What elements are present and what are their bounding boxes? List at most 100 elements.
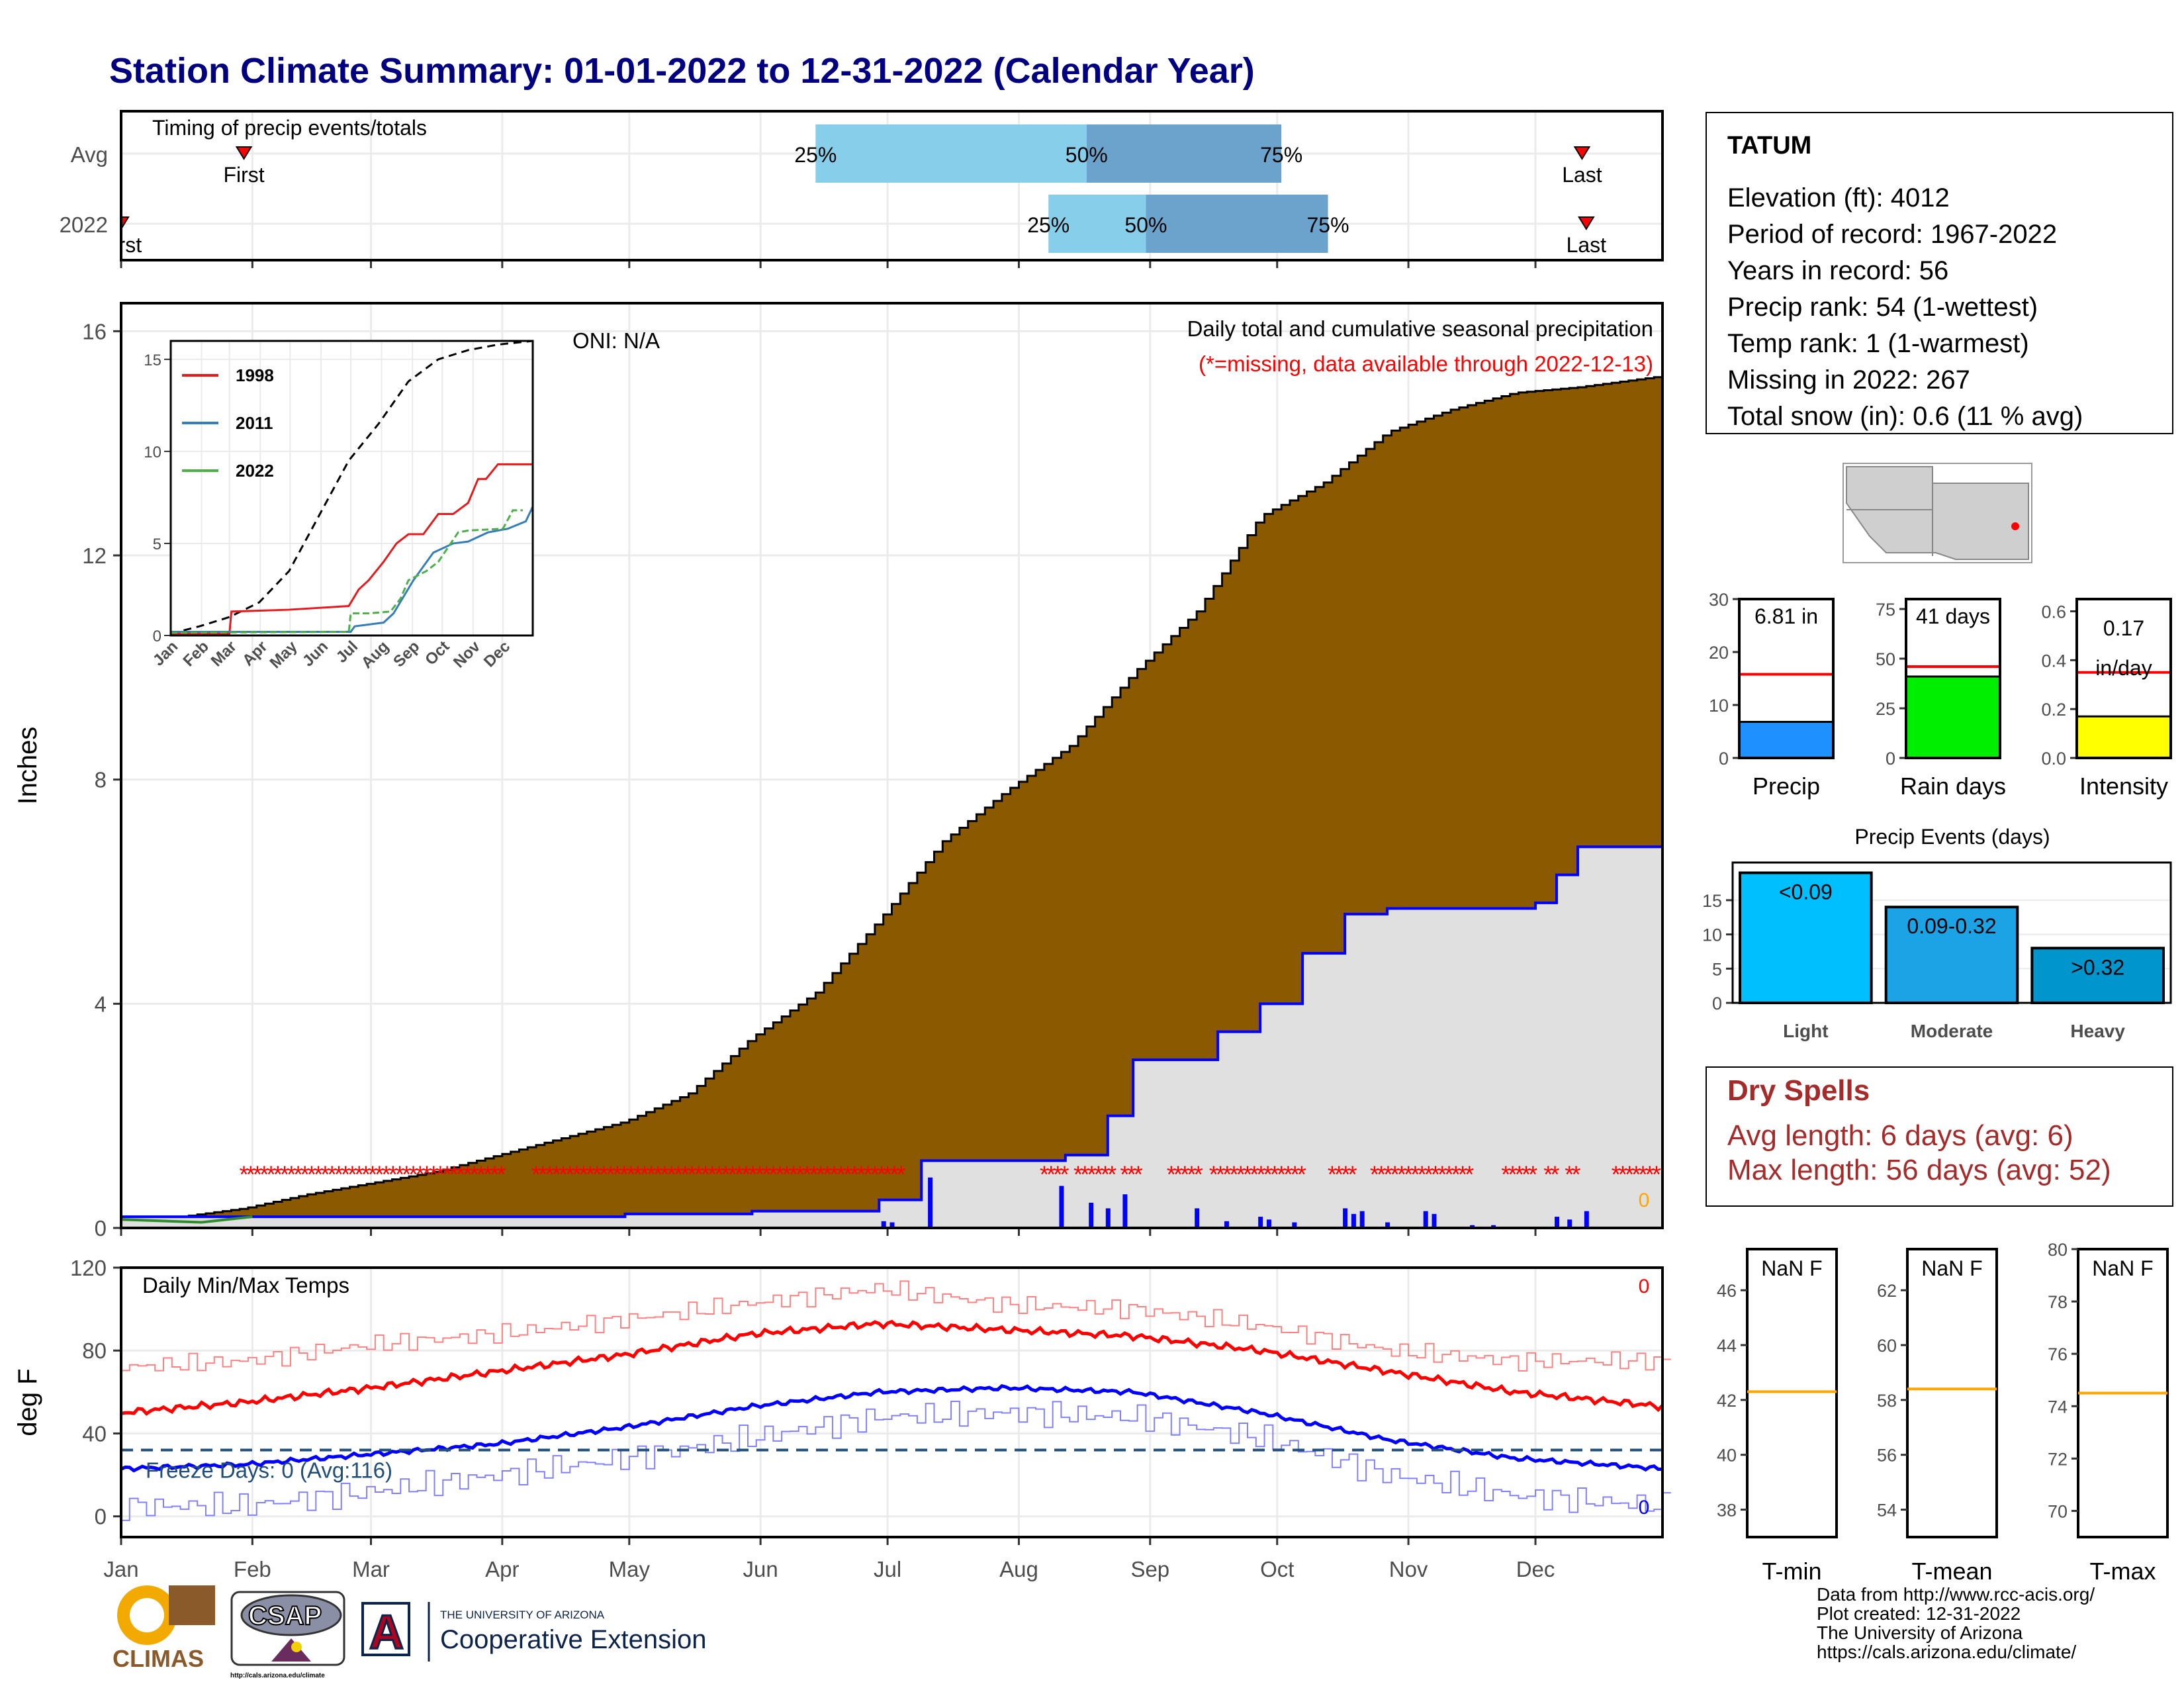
temp-box-category-label: T-min (1762, 1558, 1822, 1585)
daily-precip-bar (1266, 1219, 1271, 1228)
precip-panel-subtitle: (*=missing, data available through 2022-… (1199, 352, 1653, 376)
missing-day-marker: * (1571, 1160, 1580, 1188)
ua-a-icon: A (369, 1606, 404, 1659)
missing-day-marker: * (1465, 1160, 1474, 1188)
missing-day-marker: * (1625, 1160, 1634, 1188)
daily-precip-bar (1195, 1208, 1200, 1228)
missing-day-marker: * (1458, 1160, 1467, 1188)
mini-bar-tick-label: 0.0 (2041, 749, 2066, 769)
month-x-tick-label: Nov (1389, 1557, 1428, 1581)
precip-events-chart: Precip Events (days) 0 5 10 15 <0.09 Light 0.09… (1702, 825, 2172, 1041)
missing-day-marker: * (361, 1160, 371, 1188)
precip-y-tick-label: 16 (82, 319, 107, 344)
last-marker-icon (1573, 146, 1591, 160)
footer-line-3: The University of Arizona (1817, 1622, 2023, 1643)
temp-box-tick-label: 78 (2048, 1292, 2068, 1312)
daily-precip-bar (928, 1177, 933, 1228)
missing-day-marker: * (803, 1160, 812, 1188)
inset-y-tick-label: 5 (153, 536, 161, 553)
ua-line1: THE UNIVERSITY OF ARIZONA (440, 1609, 605, 1621)
timing-last-label: Last (1562, 163, 1602, 187)
timing-bar-50-75 (1086, 124, 1282, 183)
missing-day-marker: * (477, 1160, 486, 1188)
timing-row-label: 2022 (60, 212, 108, 237)
missing-day-marker: * (1134, 1160, 1143, 1188)
missing-day-marker: * (1348, 1160, 1357, 1188)
inset-line-1998 (171, 463, 533, 635)
temp-box-tick-label: 40 (1717, 1446, 1737, 1466)
events-y-tick-label: 0 (1712, 994, 1722, 1013)
missing-day-marker: * (1040, 1160, 1049, 1188)
missing-day-marker: * (1229, 1160, 1238, 1188)
precip-event-category: Light (1783, 1021, 1828, 1041)
csap-logo: CSAP http://cals.arizona.edu/climate (230, 1591, 345, 1679)
missing-day-marker: * (1383, 1160, 1392, 1188)
timing-last-label: Last (1567, 233, 1607, 257)
temp-y-axis-label: deg F (13, 1368, 42, 1436)
precip-y-tick-label: 12 (82, 543, 107, 568)
missing-day-marker: * (253, 1160, 262, 1188)
missing-day-marker: * (320, 1160, 330, 1188)
events-y-tick-label: 10 (1702, 925, 1722, 945)
timing-bar-50-75 (1146, 195, 1328, 253)
missing-day-marker: * (870, 1160, 880, 1188)
station-line-period: Period of record: 1967-2022 (1727, 220, 2057, 249)
daily-precip-bar (1385, 1222, 1390, 1228)
timing-p75-label: 75% (1260, 143, 1302, 167)
station-line-years: Years in record: 56 (1727, 256, 1948, 285)
missing-day-marker: * (640, 1160, 649, 1188)
missing-day-marker: * (613, 1160, 622, 1188)
missing-day-marker: * (674, 1160, 683, 1188)
mini-bar-value (1905, 675, 2001, 759)
mini-bar-value (2075, 715, 2172, 759)
temp-panel-title: Daily Min/Max Temps (142, 1273, 349, 1297)
missing-day-marker: * (1277, 1160, 1286, 1188)
missing-day-marker: * (1508, 1160, 1517, 1188)
missing-day-marker: * (762, 1160, 771, 1188)
precip-y-tick-label: 0 (95, 1216, 107, 1241)
missing-day-marker: * (497, 1160, 506, 1188)
missing-day-marker: * (429, 1160, 438, 1188)
missing-day-marker: * (1194, 1160, 1203, 1188)
precip-event-bar (1739, 871, 1873, 1005)
month-x-tick-label: Dec (1516, 1557, 1555, 1581)
missing-day-marker: * (1424, 1160, 1433, 1188)
precip-event-bar (2030, 947, 2165, 1005)
ua-logo: A THE UNIVERSITY OF ARIZONA Cooperative … (361, 1602, 706, 1662)
precip-event-bar-label: 0.09-0.32 (1907, 914, 1996, 938)
timing-title: Timing of precip events/totals (152, 116, 427, 140)
missing-day-marker: * (375, 1160, 384, 1188)
missing-day-marker: * (1565, 1160, 1574, 1188)
record-max-temp-line (121, 1280, 1671, 1372)
temp-box-frame (1746, 1248, 1838, 1538)
temp-box-tick-label: 76 (2048, 1344, 2068, 1364)
missing-day-marker: * (1250, 1160, 1259, 1188)
missing-day-marker: * (889, 1160, 899, 1188)
temp-box-tick-label: 42 (1717, 1391, 1737, 1411)
inset-legend-label: 2022 (236, 461, 274, 481)
missing-day-marker: * (1639, 1160, 1648, 1188)
freeze-days-label: Freeze Days: 0 (Avg:116) (146, 1458, 392, 1483)
month-x-tick-label: Jan (103, 1557, 138, 1581)
record-min-temp-line (121, 1400, 1671, 1521)
month-x-tick-label: Apr (485, 1557, 519, 1581)
month-x-tick-label: Feb (234, 1557, 271, 1581)
inset-y-tick-label: 0 (153, 628, 161, 645)
missing-day-marker: * (368, 1160, 377, 1188)
timing-row-label: Avg (71, 142, 108, 167)
dry-spells-box: Dry Spells Avg length: 6 days (avg: 6) M… (1706, 1066, 2173, 1207)
temp-box-tick-label: 58 (1877, 1391, 1897, 1411)
temp-panel: 0 40 80 120 Freeze Days: 0 (Avg:116) Daily Mi… (13, 1256, 1671, 1581)
missing-day-marker: * (829, 1160, 839, 1188)
missing-day-marker: * (1080, 1160, 1089, 1188)
mini-bar-tick-label: 10 (1709, 696, 1729, 716)
timing-p50-label: 50% (1124, 213, 1167, 237)
timing-left-mask (0, 113, 120, 259)
missing-day-marker: * (776, 1160, 785, 1188)
missing-day-marker: * (1515, 1160, 1524, 1188)
daily-precip-bar (1122, 1194, 1128, 1228)
missing-day-marker: * (579, 1160, 588, 1188)
missing-day-marker: * (1127, 1160, 1136, 1188)
missing-day-marker: * (619, 1160, 629, 1188)
missing-day-marker: * (1445, 1160, 1454, 1188)
